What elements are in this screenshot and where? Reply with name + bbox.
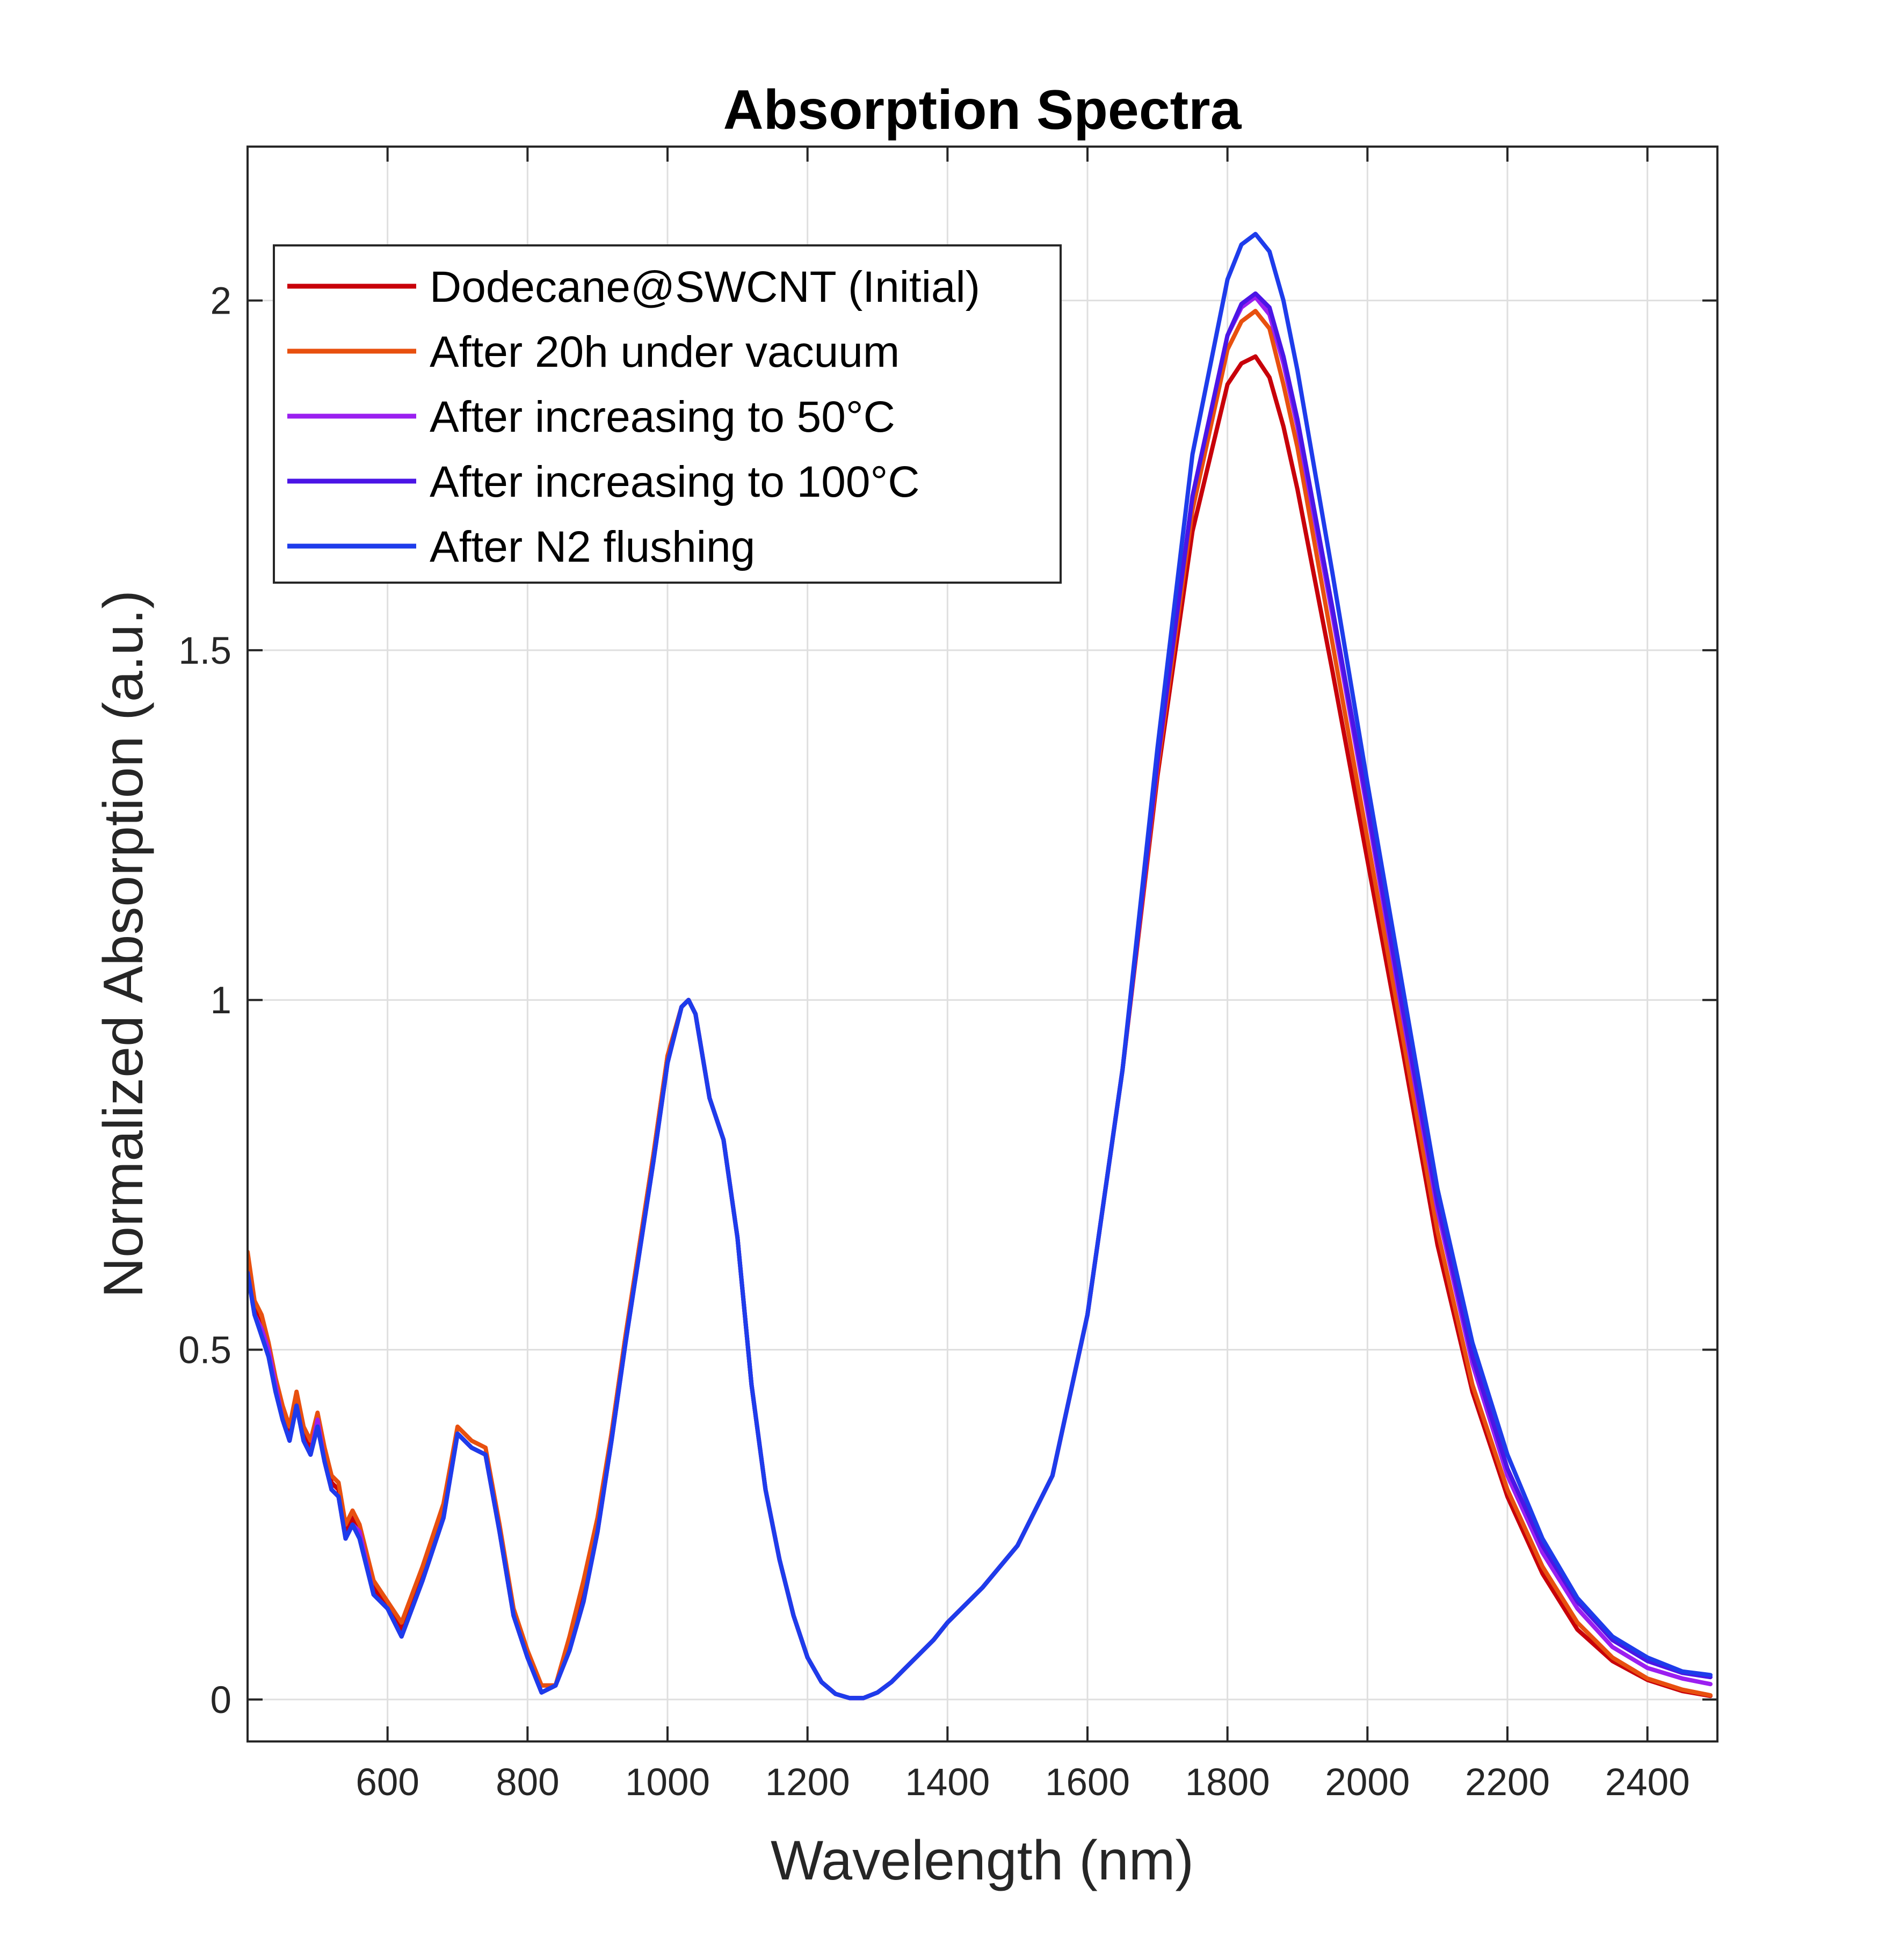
x-tick-label: 2000: [1325, 1761, 1410, 1804]
x-tick-labels: 600 800 1000 1200 1400 1600 1800 2000 2200 2400: [356, 1761, 1689, 1804]
y-tick-labels: 0 0.5 1 1.5 2: [178, 280, 231, 1722]
x-tick-label: 1600: [1045, 1761, 1130, 1804]
x-tick-label: 600: [356, 1761, 419, 1804]
y-tick-label: 1.5: [178, 630, 231, 672]
legend-label: After 20h under vacuum: [430, 328, 900, 376]
legend-label: After increasing to 100°C: [430, 458, 920, 506]
y-tick-label: 2: [211, 280, 232, 323]
legend-entries: Dodecane@SWCNT (Initial) After 20h under …: [287, 263, 980, 571]
series-lines: [248, 231, 1713, 1701]
legend: Dodecane@SWCNT (Initial) After 20h under …: [273, 244, 1062, 584]
legend-label: After increasing to 50°C: [430, 393, 895, 441]
y-tick-label: 0.5: [178, 1330, 231, 1372]
x-tick-label: 1400: [905, 1761, 990, 1804]
chart-title: Absorption Spectra: [723, 79, 1242, 141]
x-tick-label: 1000: [625, 1761, 710, 1804]
plot-frame: [246, 146, 1718, 1743]
y-tick-label: 0: [211, 1679, 232, 1722]
ticks: [248, 147, 1717, 1741]
x-tick-label: 2200: [1465, 1761, 1550, 1804]
y-tick-label: 1: [211, 979, 232, 1022]
legend-label: Dodecane@SWCNT (Initial): [430, 263, 980, 311]
y-axis-label: Normalized Absorption (a.u.): [92, 590, 155, 1298]
legend-label: After N2 flushing: [430, 522, 755, 571]
series-line-5: [248, 231, 1713, 1701]
x-tick-label: 800: [496, 1761, 559, 1804]
x-tick-label: 1200: [765, 1761, 850, 1804]
x-axis-label: Wavelength (nm): [771, 1830, 1194, 1892]
x-tick-label: 2400: [1605, 1761, 1690, 1804]
x-tick-label: 1800: [1185, 1761, 1270, 1804]
